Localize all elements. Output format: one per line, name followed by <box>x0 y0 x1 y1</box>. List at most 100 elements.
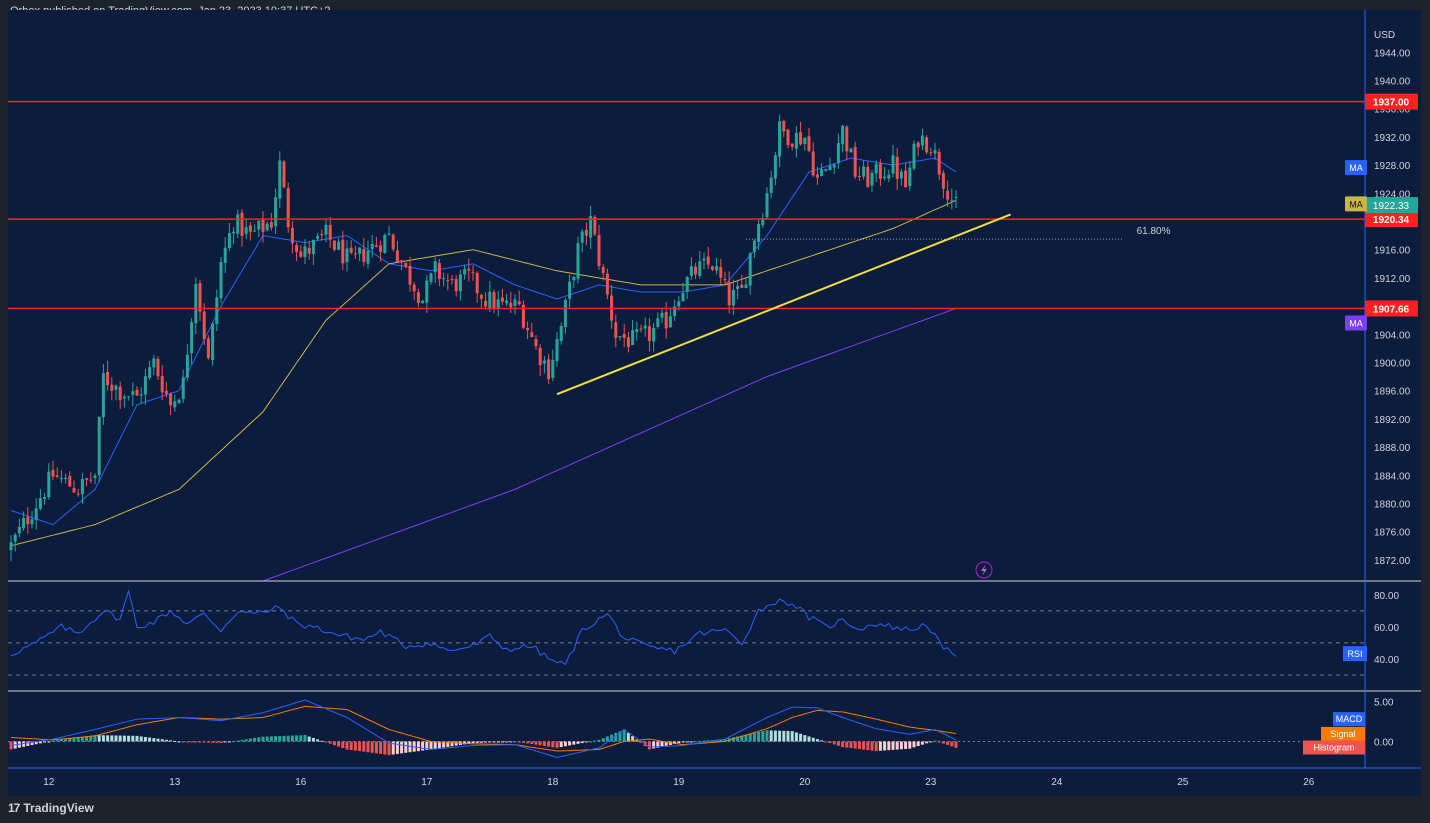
candle[interactable] <box>55 475 59 477</box>
candle[interactable] <box>265 223 269 231</box>
candle[interactable] <box>458 274 462 292</box>
candle[interactable] <box>122 396 126 399</box>
candle[interactable] <box>941 172 945 189</box>
candle[interactable] <box>370 243 374 249</box>
candle[interactable] <box>803 137 807 144</box>
candle[interactable] <box>253 230 257 232</box>
candle[interactable] <box>219 262 223 299</box>
candle[interactable] <box>656 318 660 327</box>
candle[interactable] <box>773 155 777 179</box>
candle[interactable] <box>295 245 299 253</box>
candle[interactable] <box>706 256 710 265</box>
candle[interactable] <box>106 371 110 385</box>
candle[interactable] <box>547 359 551 380</box>
candle[interactable] <box>584 229 588 236</box>
candle[interactable] <box>933 150 937 154</box>
candle[interactable] <box>929 152 933 154</box>
candle[interactable] <box>446 280 450 282</box>
candle[interactable] <box>492 292 496 309</box>
candle[interactable] <box>887 174 891 179</box>
candle[interactable] <box>362 249 366 262</box>
candle[interactable] <box>643 325 647 329</box>
ma-legend-tag[interactable] <box>1345 160 1367 176</box>
moving-average-line[interactable] <box>262 308 957 582</box>
macd-line[interactable] <box>10 699 957 758</box>
candle[interactable] <box>698 261 702 277</box>
candle[interactable] <box>542 360 546 364</box>
candle[interactable] <box>920 135 924 146</box>
candle[interactable] <box>534 339 538 347</box>
candle[interactable] <box>954 196 958 198</box>
candle[interactable] <box>559 326 563 342</box>
candle[interactable] <box>660 312 664 318</box>
candle[interactable] <box>215 297 219 325</box>
candle[interactable] <box>408 265 412 285</box>
candle[interactable] <box>181 377 185 399</box>
candle[interactable] <box>752 240 756 252</box>
candle[interactable] <box>152 358 156 368</box>
candle[interactable] <box>177 399 181 403</box>
candle[interactable] <box>925 137 929 153</box>
candle[interactable] <box>173 401 177 408</box>
candle[interactable] <box>379 245 383 252</box>
candle[interactable] <box>240 212 244 236</box>
candle[interactable] <box>164 390 168 394</box>
candle[interactable] <box>509 302 513 308</box>
candle[interactable] <box>727 282 731 306</box>
candle[interactable] <box>110 384 114 391</box>
candle[interactable] <box>269 221 273 228</box>
candle[interactable] <box>135 389 139 396</box>
macd-legend-tag[interactable] <box>1333 712 1365 727</box>
candle[interactable] <box>169 393 173 406</box>
candle[interactable] <box>530 332 534 338</box>
candle[interactable] <box>626 337 630 347</box>
candle[interactable] <box>790 143 794 147</box>
candle[interactable] <box>299 251 303 257</box>
candle[interactable] <box>101 373 105 418</box>
candle[interactable] <box>723 278 727 281</box>
candle[interactable] <box>895 156 899 179</box>
candle[interactable] <box>904 170 908 188</box>
candle[interactable] <box>710 266 714 270</box>
candle[interactable] <box>505 300 509 304</box>
candle[interactable] <box>442 278 446 280</box>
moving-average-line[interactable] <box>10 157 957 526</box>
candle[interactable] <box>744 284 748 288</box>
candle[interactable] <box>513 299 517 307</box>
candle[interactable] <box>761 218 765 226</box>
candle[interactable] <box>223 247 227 263</box>
candle[interactable] <box>845 126 849 152</box>
candle[interactable] <box>454 278 458 292</box>
candle[interactable] <box>118 386 122 400</box>
candle[interactable] <box>316 235 320 239</box>
candle[interactable] <box>605 273 609 295</box>
candle[interactable] <box>794 132 798 149</box>
candle[interactable] <box>668 316 672 328</box>
candle[interactable] <box>639 328 643 330</box>
candle[interactable] <box>811 151 815 176</box>
candle[interactable] <box>303 246 307 258</box>
candle[interactable] <box>353 253 357 255</box>
candle[interactable] <box>198 283 202 312</box>
candle[interactable] <box>395 250 399 263</box>
candle[interactable] <box>341 239 345 264</box>
candle[interactable] <box>736 285 740 290</box>
candle[interactable] <box>450 279 454 281</box>
candle[interactable] <box>93 475 97 479</box>
candle[interactable] <box>30 519 34 525</box>
candle[interactable] <box>715 266 719 271</box>
candle[interactable] <box>782 120 786 132</box>
candle[interactable] <box>689 266 693 276</box>
candle[interactable] <box>807 136 811 151</box>
candle[interactable] <box>883 176 887 179</box>
candle[interactable] <box>874 163 878 174</box>
tradingview-logo[interactable]: 17 TradingView <box>8 799 94 817</box>
candle[interactable] <box>38 498 42 509</box>
candle[interactable] <box>211 323 215 361</box>
candle[interactable] <box>891 155 895 174</box>
candle[interactable] <box>139 394 143 396</box>
candle[interactable] <box>307 247 311 254</box>
candle[interactable] <box>849 148 853 153</box>
candle[interactable] <box>349 247 353 253</box>
candle[interactable] <box>43 497 47 499</box>
